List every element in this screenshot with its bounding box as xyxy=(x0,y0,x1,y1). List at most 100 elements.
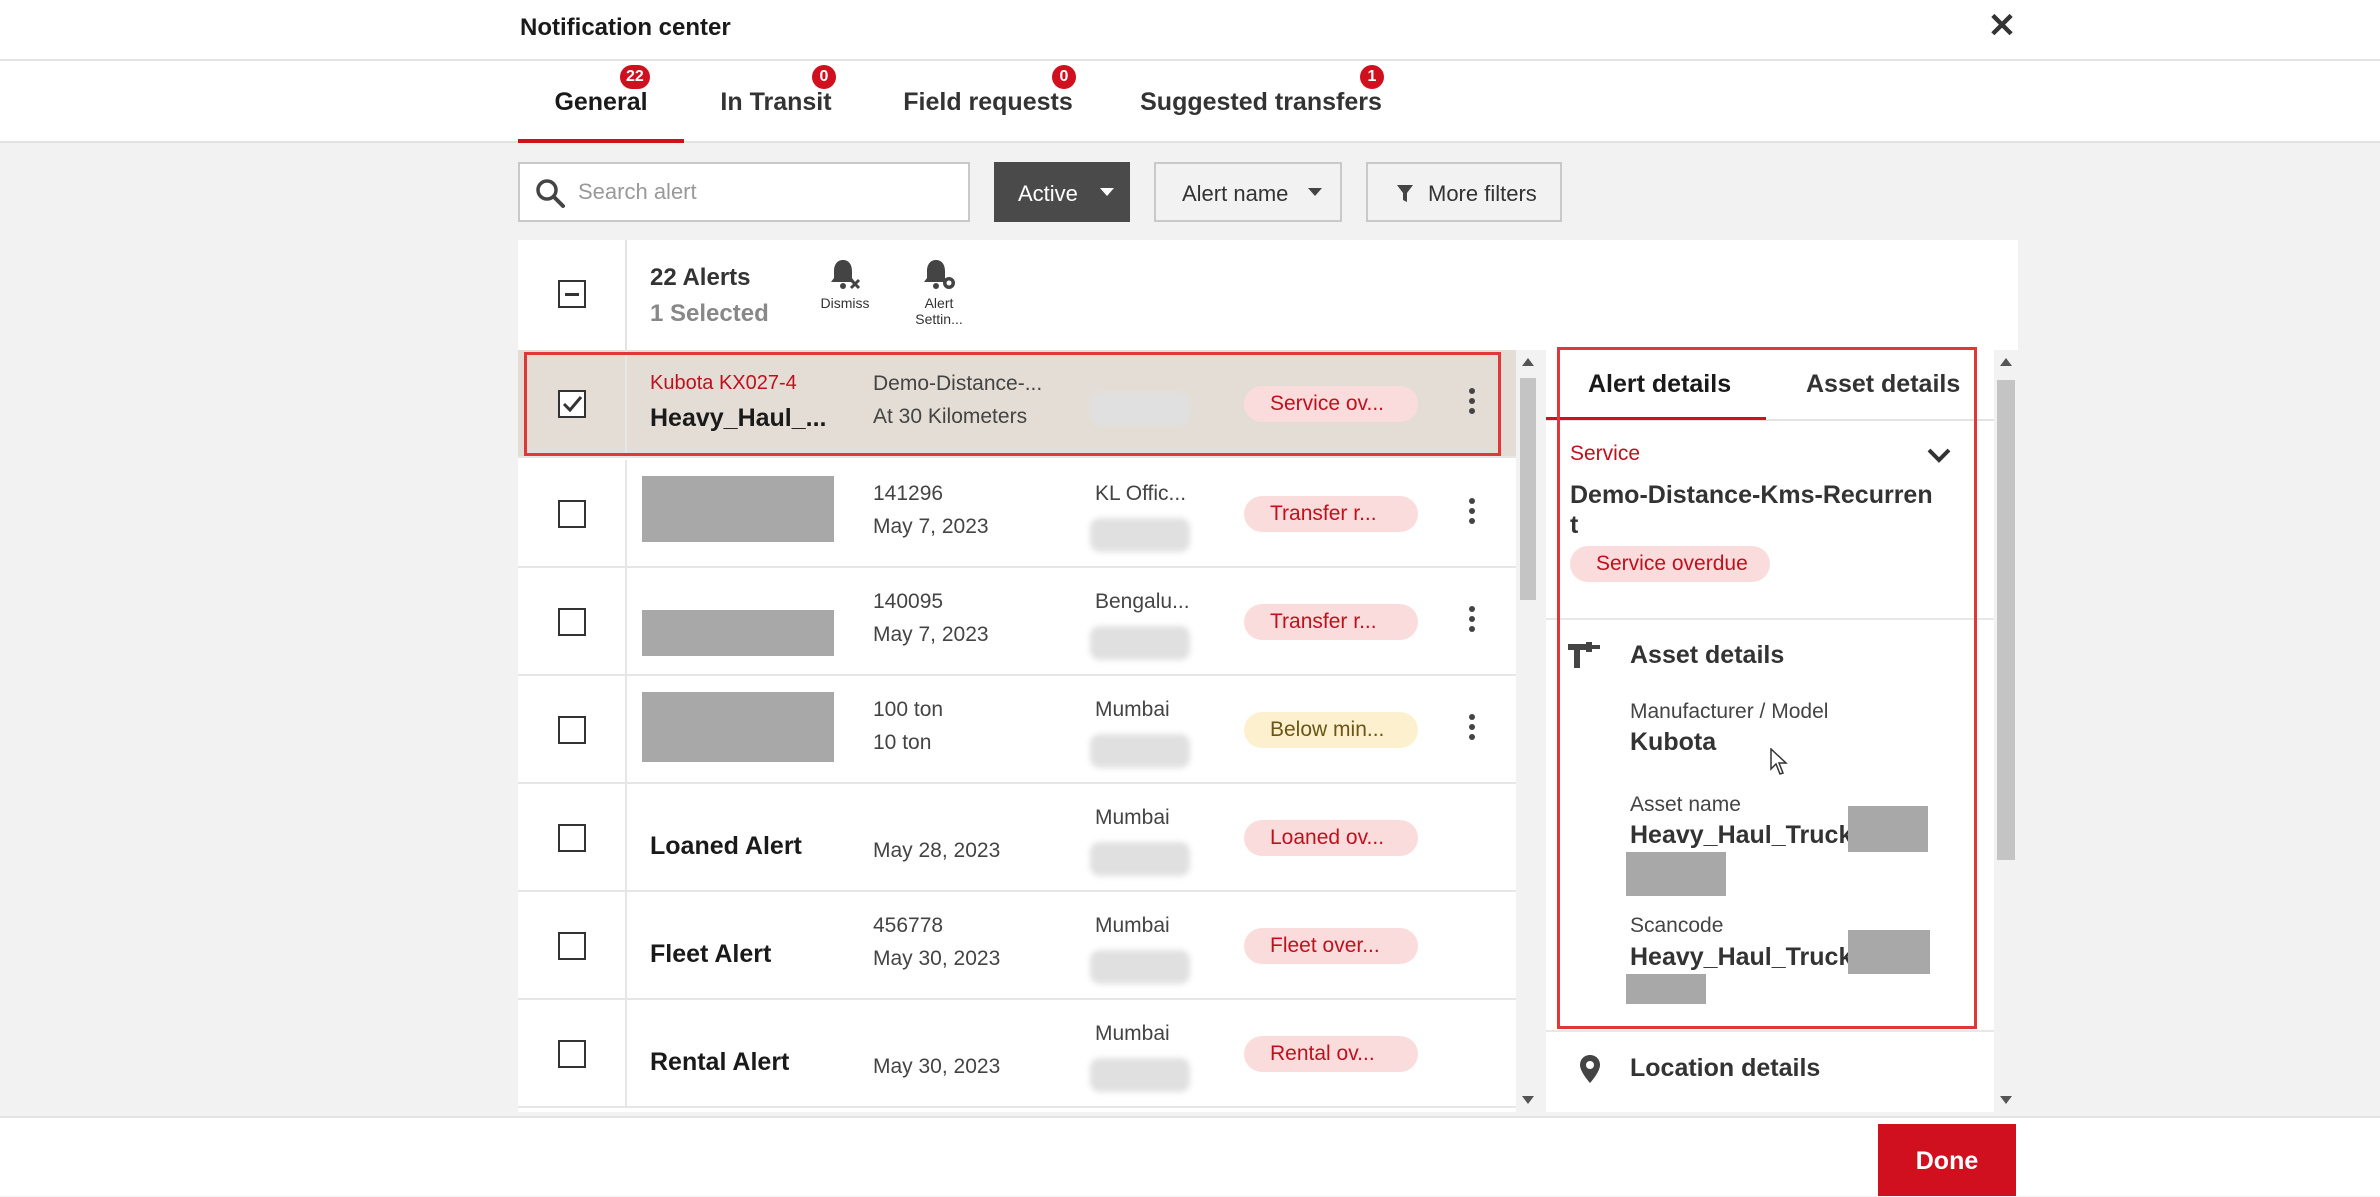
status-badge: Rental ov... xyxy=(1244,1036,1418,1072)
location: KL Offic... xyxy=(1095,482,1187,505)
location: Mumbai xyxy=(1095,806,1170,829)
alert-name: 140095 xyxy=(873,590,944,613)
scroll-up-icon[interactable] xyxy=(1522,358,1534,366)
alert-row[interactable]: Kubota KX027-4 Heavy_Haul_... Demo-Dista… xyxy=(518,350,1516,458)
alert-detail: May 7, 2023 xyxy=(873,515,989,538)
dialog-footer xyxy=(0,1116,2380,1196)
tab-label: General xyxy=(554,88,648,116)
row-checkbox[interactable] xyxy=(558,824,586,852)
scroll-up-icon[interactable] xyxy=(2000,358,2012,366)
asset-image-redacted xyxy=(642,476,834,542)
dialog-header: Notification center ✕ xyxy=(0,0,2380,61)
alert-row[interactable]: Fleet Alert 456778 May 30, 2023 Mumbai F… xyxy=(518,892,1516,1000)
redacted-block xyxy=(1626,974,1706,1004)
alert-name-dropdown[interactable]: Alert name xyxy=(1154,162,1342,222)
search-input[interactable] xyxy=(576,174,956,210)
selection-highlight xyxy=(524,352,1501,456)
tab-asset-details[interactable]: Asset details xyxy=(1806,370,1961,398)
alert-settings-label: Alert Settin... xyxy=(915,295,963,327)
tab-label: Suggested transfers xyxy=(1140,88,1382,116)
asset-name: Rental Alert xyxy=(650,1048,790,1076)
checkmark-icon xyxy=(562,396,583,413)
field-label: Manufacturer / Model xyxy=(1630,700,1829,723)
service-type: Service xyxy=(1570,442,1641,465)
mouse-cursor-icon xyxy=(1770,748,1788,775)
status-badge: Service ov... xyxy=(1244,386,1418,422)
row-checkbox[interactable] xyxy=(558,932,586,960)
scroll-down-icon[interactable] xyxy=(2000,1096,2012,1104)
tab-field-requests[interactable]: Field requests 0 xyxy=(896,61,1080,143)
tab-suggested-transfers[interactable]: Suggested transfers 1 xyxy=(1130,61,1392,143)
status-badge: Transfer r... xyxy=(1244,496,1418,532)
alert-settings-button[interactable]: Alert Settin... xyxy=(902,256,976,327)
alert-row[interactable]: Loaned Alert May 28, 2023 Mumbai Loaned … xyxy=(518,784,1516,892)
scroll-down-icon[interactable] xyxy=(1522,1096,1534,1104)
column-divider xyxy=(625,676,627,784)
tab-label: Field requests xyxy=(903,88,1073,116)
status-badge: Transfer r... xyxy=(1244,604,1418,640)
dismiss-button[interactable]: Dismiss xyxy=(808,256,882,311)
tab-alert-details[interactable]: Alert details xyxy=(1588,370,1732,398)
location: Mumbai xyxy=(1095,698,1170,721)
dialog-title: Notification center xyxy=(520,14,731,41)
row-checkbox[interactable] xyxy=(558,716,586,744)
alert-row[interactable]: 140095 May 7, 2023 Bengalu... Transfer r… xyxy=(518,568,1516,676)
redacted-block xyxy=(1848,930,1930,974)
detail-scrollbar[interactable] xyxy=(1994,350,2018,1112)
alert-name: 456778 xyxy=(873,914,944,937)
chevron-down-icon xyxy=(1308,188,1322,196)
alert-count: 22 Alerts xyxy=(650,264,751,291)
chevron-down-icon xyxy=(1100,188,1114,196)
select-all-checkbox[interactable] xyxy=(558,280,586,308)
list-scrollbar[interactable] xyxy=(1516,350,1540,1112)
manufacturer-value: Kubota xyxy=(1630,728,1717,756)
scrollbar-thumb[interactable] xyxy=(1997,380,2015,860)
row-checkbox[interactable] xyxy=(558,390,586,418)
row-menu-icon[interactable] xyxy=(1462,606,1482,638)
column-divider xyxy=(625,892,627,1000)
column-divider xyxy=(625,460,627,568)
close-icon[interactable]: ✕ xyxy=(1987,7,2017,45)
service-status-badge: Service overdue xyxy=(1570,546,1770,582)
alert-row[interactable]: 141296 May 7, 2023 KL Offic... Transfer … xyxy=(518,460,1516,568)
tab-general[interactable]: General 22 xyxy=(518,61,684,143)
scrollbar-thumb[interactable] xyxy=(1520,378,1536,600)
row-menu-icon[interactable] xyxy=(1462,388,1482,420)
more-filters-button[interactable]: More filters xyxy=(1366,162,1562,222)
status-dropdown-value: Active xyxy=(1018,181,1078,206)
filter-icon xyxy=(1397,185,1413,202)
alert-detail: May 28, 2023 xyxy=(873,839,1001,862)
asset-name: Fleet Alert xyxy=(650,940,772,968)
location-pin-icon xyxy=(1580,1055,1600,1083)
row-checkbox[interactable] xyxy=(558,608,586,636)
alert-list: Kubota KX027-4 Heavy_Haul_... Demo-Dista… xyxy=(518,350,1516,1112)
asset-name: Loaned Alert xyxy=(650,832,802,860)
alert-row[interactable]: Rental Alert May 30, 2023 Mumbai Rental … xyxy=(518,1000,1516,1108)
row-checkbox[interactable] xyxy=(558,1040,586,1068)
tab-in-transit[interactable]: In Transit 0 xyxy=(706,61,846,143)
column-divider xyxy=(625,1000,627,1108)
tab-count-badge: 1 xyxy=(1360,65,1384,89)
location-details-heading[interactable]: Location details xyxy=(1630,1054,1821,1082)
tab-bar: General 22 In Transit 0 Field requests 0… xyxy=(0,61,2380,143)
row-checkbox[interactable] xyxy=(558,500,586,528)
alert-row[interactable]: 100 ton 10 ton Mumbai Below min... xyxy=(518,676,1516,784)
location: Mumbai xyxy=(1095,1022,1170,1045)
done-button[interactable]: Done xyxy=(1878,1124,2016,1196)
status-badge: Fleet over... xyxy=(1244,928,1418,964)
column-divider xyxy=(625,784,627,892)
status-badge: Below min... xyxy=(1244,712,1418,748)
asset-name: Heavy_Haul_... xyxy=(650,404,827,432)
location-redacted xyxy=(1090,518,1190,552)
alert-detail: 10 ton xyxy=(873,731,932,754)
location-redacted xyxy=(1090,734,1190,768)
status-dropdown[interactable]: Active xyxy=(994,162,1130,222)
location-redacted xyxy=(1090,392,1190,426)
bell-dismiss-icon xyxy=(831,260,861,290)
row-menu-icon[interactable] xyxy=(1462,498,1482,530)
alert-detail: May 30, 2023 xyxy=(873,947,1001,970)
scancode-value: Heavy_Haul_Truck xyxy=(1630,943,1853,971)
tab-count-badge: 0 xyxy=(1052,65,1076,89)
row-menu-icon[interactable] xyxy=(1462,714,1482,746)
chevron-down-icon[interactable] xyxy=(1926,446,1952,466)
